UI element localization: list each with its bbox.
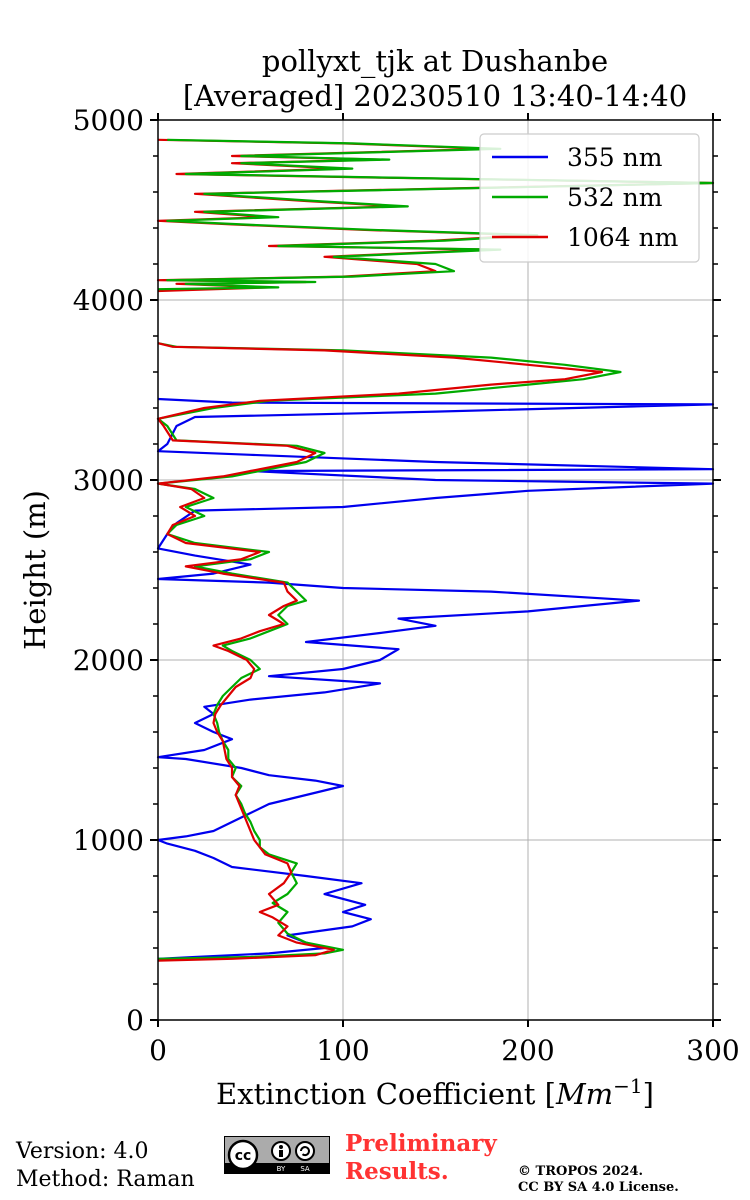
legend: 355 nm 532 nm 1064 nm (479, 133, 700, 263)
footer-info: Version: 4.0 Method: Raman (16, 1138, 195, 1194)
y-tick-label-2: 2000 (73, 644, 144, 677)
y-axis-label: Height (m) (18, 490, 52, 650)
x-axis-label-main: Extinction Coefficient [ (216, 1077, 556, 1111)
y-tick-label-0: 0 (126, 1004, 144, 1037)
chart-title-line1: pollyxt_tjk at Dushanbe (262, 44, 608, 79)
x-tick-label-3: 300 (686, 1034, 739, 1067)
series-group (156, 138, 715, 962)
y-tick-label-5: 5000 (73, 104, 144, 137)
series-line-0 (156, 397, 715, 960)
method-text: Method: Raman (16, 1167, 195, 1192)
cc-badge-text: cc (235, 1148, 252, 1164)
y-tick-label-1: 1000 (73, 824, 144, 857)
plot-frame (157, 119, 714, 1021)
legend-box (479, 133, 700, 263)
sa-badge-text: SA (300, 1165, 310, 1173)
series-line-2 (156, 342, 604, 962)
x-axis-label-unit: Mm (555, 1077, 613, 1111)
series-line-4 (157, 138, 715, 291)
legend-label-1064: 1064 nm (567, 223, 679, 252)
cc-icon (227, 1139, 259, 1171)
legend-label-355: 355 nm (567, 143, 663, 172)
preliminary-line2: Results. (345, 1158, 449, 1185)
chart-title-line2: [Averaged] 20230510 13:40-14:40 (183, 79, 687, 113)
legend-label-532: 532 nm (567, 183, 663, 212)
copyright-notice: © TROPOS 2024. CC BY SA 4.0 License. (518, 1164, 679, 1196)
sa-share-icon (295, 1141, 315, 1161)
x-axis-label-exponent: −1 (613, 1074, 642, 1098)
x-axis-label-close: ] (643, 1077, 654, 1111)
y-tick-label-4: 4000 (73, 284, 144, 317)
by-badge-text: BY (277, 1165, 286, 1173)
x-axis-label: Extinction Coefficient [Mm−1] (216, 1074, 654, 1111)
cc-license-badge: cc BY SA (224, 1136, 330, 1174)
x-tick-label-2: 200 (501, 1034, 554, 1067)
version-text: Version: 4.0 (16, 1139, 149, 1164)
copyright-line2: CC BY SA 4.0 License. (518, 1180, 679, 1195)
preliminary-results-notice: Preliminary Results. (345, 1130, 497, 1186)
x-tick-label-1: 100 (316, 1034, 369, 1067)
copyright-line1: © TROPOS 2024. (518, 1164, 644, 1179)
series-line-1 (156, 342, 622, 960)
x-tick-label-0: 0 (149, 1034, 167, 1067)
y-tick-label-3: 3000 (73, 464, 144, 497)
preliminary-line1: Preliminary (345, 1130, 497, 1157)
